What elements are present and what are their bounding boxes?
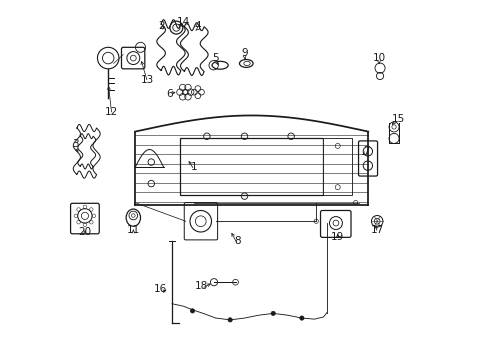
- Circle shape: [227, 318, 232, 322]
- Circle shape: [299, 316, 304, 320]
- Text: 13: 13: [141, 75, 154, 85]
- FancyBboxPatch shape: [320, 211, 350, 237]
- Text: 20: 20: [78, 227, 91, 237]
- Text: 8: 8: [234, 236, 240, 246]
- Bar: [323, 138, 351, 195]
- FancyBboxPatch shape: [121, 47, 144, 69]
- Text: 15: 15: [391, 114, 405, 124]
- Text: 4: 4: [194, 21, 201, 31]
- FancyBboxPatch shape: [184, 203, 217, 240]
- Text: 2: 2: [158, 21, 164, 31]
- Bar: [180, 138, 323, 195]
- Circle shape: [270, 311, 275, 316]
- Text: 16: 16: [153, 284, 166, 294]
- Ellipse shape: [239, 59, 253, 67]
- Text: 10: 10: [372, 53, 385, 63]
- Text: 5: 5: [212, 53, 219, 63]
- Ellipse shape: [126, 209, 140, 226]
- FancyBboxPatch shape: [70, 203, 99, 234]
- Text: 19: 19: [330, 232, 344, 242]
- Text: 11: 11: [126, 225, 140, 235]
- Circle shape: [190, 309, 194, 313]
- FancyBboxPatch shape: [358, 141, 377, 176]
- Text: 9: 9: [241, 48, 247, 58]
- Text: 1: 1: [191, 162, 197, 172]
- Text: 12: 12: [105, 107, 118, 117]
- Text: 6: 6: [165, 89, 172, 99]
- Text: 7: 7: [363, 146, 369, 156]
- Text: 18: 18: [194, 281, 208, 291]
- Text: 3: 3: [72, 139, 79, 149]
- Text: 14: 14: [177, 17, 190, 27]
- Text: 17: 17: [370, 225, 383, 235]
